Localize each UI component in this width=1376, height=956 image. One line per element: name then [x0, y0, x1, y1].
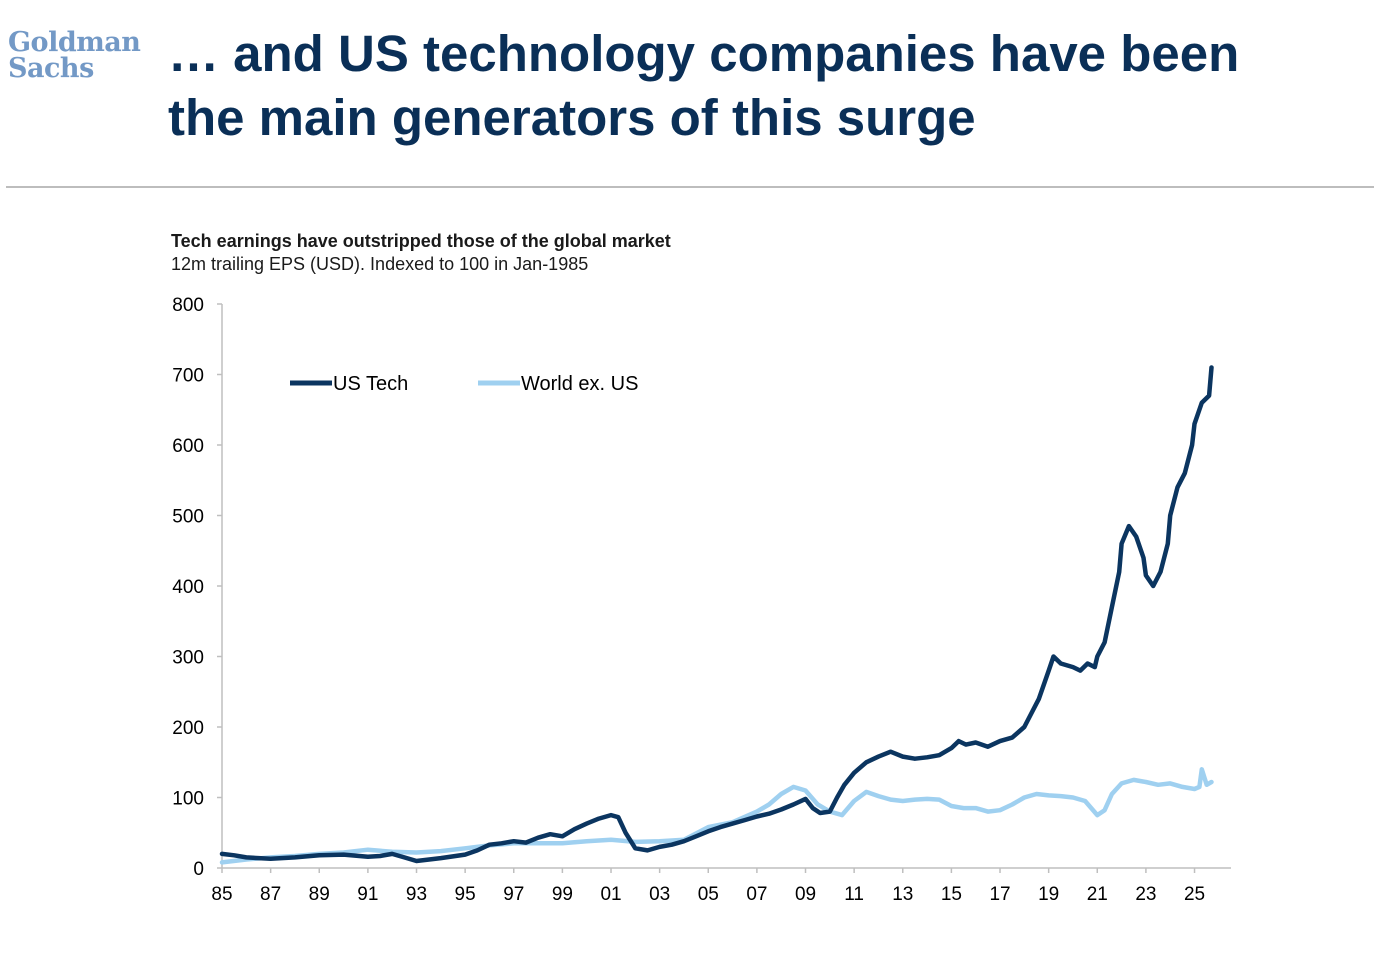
y-tick-label: 400 — [172, 577, 204, 598]
x-tick-label: 23 — [1135, 884, 1156, 905]
x-tick-label: 11 — [844, 884, 864, 905]
legend-us-tech-label: US Tech — [333, 373, 408, 395]
x-tick-label: 21 — [1087, 884, 1108, 905]
x-tick-label: 95 — [455, 884, 476, 905]
chart-subtitle: 12m trailing EPS (USD). Indexed to 100 i… — [171, 254, 589, 274]
y-tick-label: 0 — [193, 859, 204, 880]
logo-line-2: Sachs — [8, 53, 94, 84]
y-tick-label: 700 — [172, 366, 204, 387]
x-tick-label: 15 — [941, 884, 962, 905]
x-tick-label: 07 — [746, 884, 767, 905]
x-tick-label: 09 — [795, 884, 816, 905]
legend-world-ex-us-label: World ex. US — [521, 373, 638, 395]
x-tick-label: 17 — [989, 884, 1010, 905]
x-tick-label: 25 — [1184, 884, 1205, 905]
x-tick-label: 91 — [357, 884, 378, 905]
x-tick-label: 93 — [406, 884, 427, 905]
x-tick-label: 97 — [503, 884, 524, 905]
y-tick-label: 600 — [172, 436, 204, 457]
y-tick-label: 200 — [172, 718, 204, 739]
chart-title: Tech earnings have outstripped those of … — [171, 231, 671, 251]
x-tick-label: 03 — [649, 884, 670, 905]
x-tick-label: 13 — [892, 884, 913, 905]
x-tick-label: 89 — [309, 884, 330, 905]
headline-line-1: … and US technology companies have been — [168, 25, 1240, 82]
page-title: … and US technology companies have been … — [168, 22, 1358, 150]
logo-line-1: Goldman — [8, 27, 141, 58]
x-tick-label: 99 — [552, 884, 573, 905]
x-tick-label: 87 — [260, 884, 281, 905]
x-tick-label: 85 — [211, 884, 232, 905]
x-tick-label: 01 — [600, 884, 621, 905]
y-tick-label: 500 — [172, 507, 204, 528]
y-tick-label: 800 — [172, 295, 204, 316]
y-tick-label: 300 — [172, 648, 204, 669]
x-tick-label: 19 — [1038, 884, 1059, 905]
goldman-sachs-logo: Goldman Sachs — [8, 27, 141, 84]
y-tick-label: 100 — [172, 789, 204, 810]
x-tick-label: 05 — [698, 884, 719, 905]
series-line-world-ex-us — [219, 767, 1214, 865]
headline-line-2: the main generators of this surge — [168, 89, 976, 146]
series-line-us-tech — [219, 365, 1214, 864]
title-divider — [6, 186, 1374, 188]
